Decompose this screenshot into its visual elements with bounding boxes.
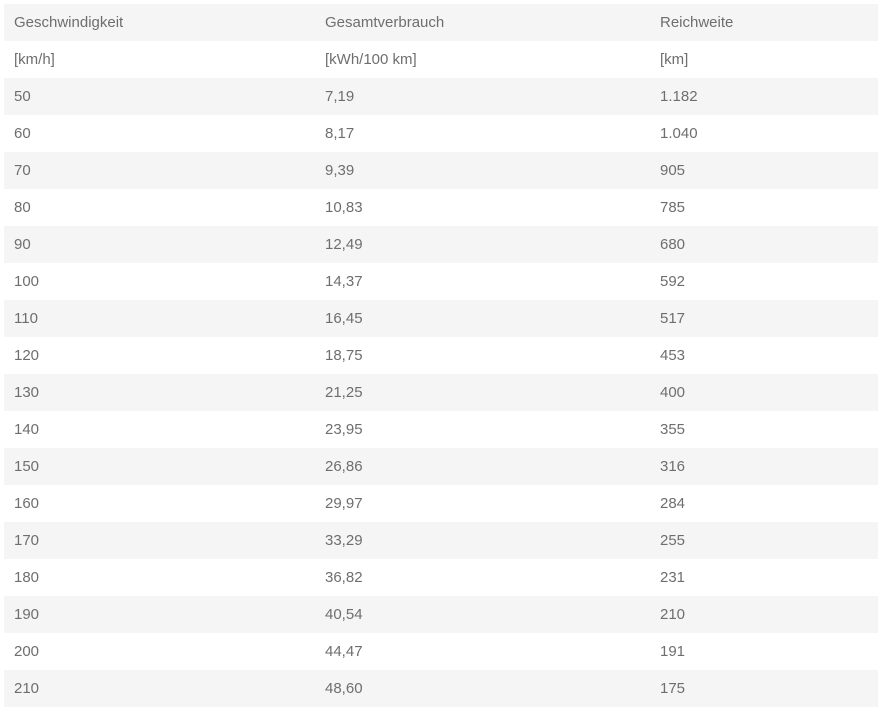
- range-cell: 355: [660, 421, 686, 438]
- speed-cell: 170: [14, 532, 40, 549]
- consumption-cell: 23,95: [325, 421, 363, 438]
- column-header-consumption: Gesamtverbrauch: [325, 14, 445, 31]
- speed-cell: 90: [14, 236, 31, 253]
- consumption-cell: 8,17: [325, 125, 355, 142]
- table-row: 60 8,17 1.040: [4, 115, 878, 152]
- consumption-cell: 12,49: [325, 236, 363, 253]
- table-row: 50 7,19 1.182: [4, 78, 878, 115]
- speed-cell: 130: [14, 384, 40, 401]
- column-unit-speed: [km/h]: [14, 51, 55, 68]
- range-cell: 210: [660, 606, 686, 623]
- consumption-cell: 33,29: [325, 532, 363, 549]
- table-row: 100 14,37 592: [4, 263, 878, 300]
- consumption-cell: 16,45: [325, 310, 363, 327]
- table-row: 80 10,83 785: [4, 189, 878, 226]
- consumption-cell: 10,83: [325, 199, 363, 216]
- speed-cell: 110: [14, 310, 38, 327]
- consumption-cell: 48,60: [325, 680, 363, 697]
- range-cell: 517: [660, 310, 686, 327]
- speed-cell: 100: [14, 273, 40, 290]
- range-cell: 255: [660, 532, 686, 549]
- range-cell: 284: [660, 495, 686, 512]
- table-row: 160 29,97 284: [4, 485, 878, 522]
- table-row: 190 40,54 210: [4, 596, 878, 633]
- table-row: 130 21,25 400: [4, 374, 878, 411]
- range-cell: 191: [660, 643, 686, 660]
- range-cell: 905: [660, 162, 686, 179]
- table-row: 170 33,29 255: [4, 522, 878, 559]
- range-cell: 231: [660, 569, 686, 586]
- range-cell: 592: [660, 273, 686, 290]
- range-cell: 316: [660, 458, 686, 475]
- range-cell: 1.040: [660, 125, 698, 142]
- table-row: 120 18,75 453: [4, 337, 878, 374]
- range-cell: 1.182: [660, 88, 698, 105]
- table-row: 200 44,47 191: [4, 633, 878, 670]
- table-row: 110 16,45 517: [4, 300, 878, 337]
- speed-cell: 70: [14, 162, 31, 179]
- range-cell: 785: [660, 199, 686, 216]
- table-row: 150 26,86 316: [4, 448, 878, 485]
- column-header-speed: Geschwindigkeit: [14, 14, 124, 31]
- table-row: 140 23,95 355: [4, 411, 878, 448]
- header-row: Geschwindigkeit Gesamtverbrauch Reichwei…: [4, 4, 878, 41]
- consumption-cell: 26,86: [325, 458, 363, 475]
- speed-cell: 160: [14, 495, 40, 512]
- speed-cell: 50: [14, 88, 31, 105]
- consumption-cell: 36,82: [325, 569, 363, 586]
- consumption-cell: 29,97: [325, 495, 363, 512]
- consumption-range-table: Geschwindigkeit Gesamtverbrauch Reichwei…: [4, 4, 878, 707]
- speed-cell: 210: [14, 680, 40, 697]
- table-body: 50 7,19 1.182 60 8,17 1.040 70 9,39 905 80 10,83 78…: [4, 78, 878, 707]
- column-unit-consumption: [kWh/100 km]: [325, 51, 417, 68]
- column-unit-range: [km]: [660, 51, 689, 68]
- consumption-cell: 21,25: [325, 384, 363, 401]
- column-header-range: Reichweite: [660, 14, 734, 31]
- speed-cell: 60: [14, 125, 31, 142]
- speed-cell: 200: [14, 643, 40, 660]
- units-row: [km/h] [kWh/100 km] [km]: [4, 41, 878, 78]
- table-row: 210 48,60 175: [4, 670, 878, 707]
- consumption-cell: 44,47: [325, 643, 363, 660]
- consumption-cell: 18,75: [325, 347, 363, 364]
- speed-cell: 80: [14, 199, 31, 216]
- speed-cell: 190: [14, 606, 40, 623]
- table-row: 90 12,49 680: [4, 226, 878, 263]
- speed-cell: 180: [14, 569, 40, 586]
- consumption-cell: 9,39: [325, 162, 355, 179]
- range-cell: 453: [660, 347, 686, 364]
- speed-cell: 150: [14, 458, 40, 475]
- consumption-cell: 14,37: [325, 273, 363, 290]
- table-row: 180 36,82 231: [4, 559, 878, 596]
- consumption-cell: 40,54: [325, 606, 363, 623]
- speed-cell: 140: [14, 421, 40, 438]
- range-cell: 175: [660, 680, 686, 697]
- speed-cell: 120: [14, 347, 40, 364]
- table-row: 70 9,39 905: [4, 152, 878, 189]
- range-cell: 680: [660, 236, 686, 253]
- consumption-cell: 7,19: [325, 88, 355, 105]
- range-cell: 400: [660, 384, 686, 401]
